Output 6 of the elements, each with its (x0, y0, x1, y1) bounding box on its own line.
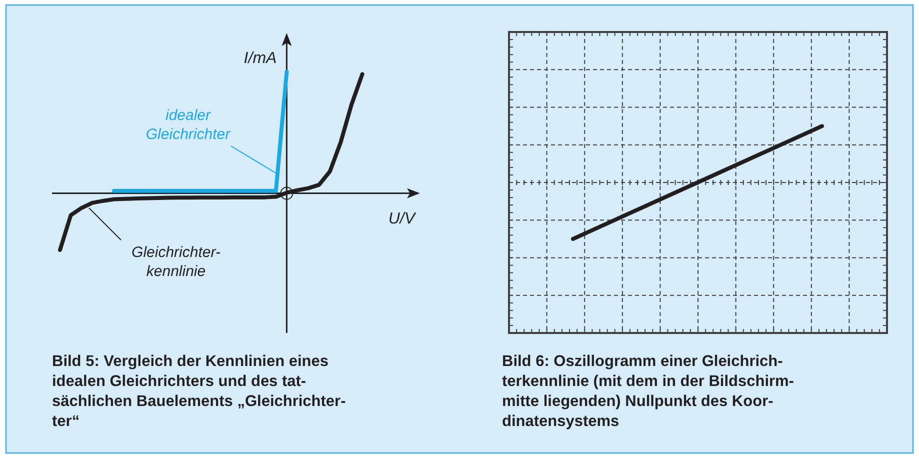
text: Gleichrichter- kennlinie (132, 244, 220, 280)
y-axis-title: I/mA (244, 50, 277, 67)
text: idealer Gleichrichter (146, 107, 232, 143)
text: Bild 6: Oszillogramm einer Gleichrich- terkennlinie (mit dem in der Bildschirm- mitte liegenden) Nullpunkt des Koor- dinatensystems (502, 353, 794, 430)
x-axis-title: U/V (388, 210, 416, 228)
text: Bild 5: Vergleich der Kennlinien eines idealen Gleichrichters und des tat- sächlichen Bauelements „Gleichrichter- ter“ (52, 353, 346, 430)
